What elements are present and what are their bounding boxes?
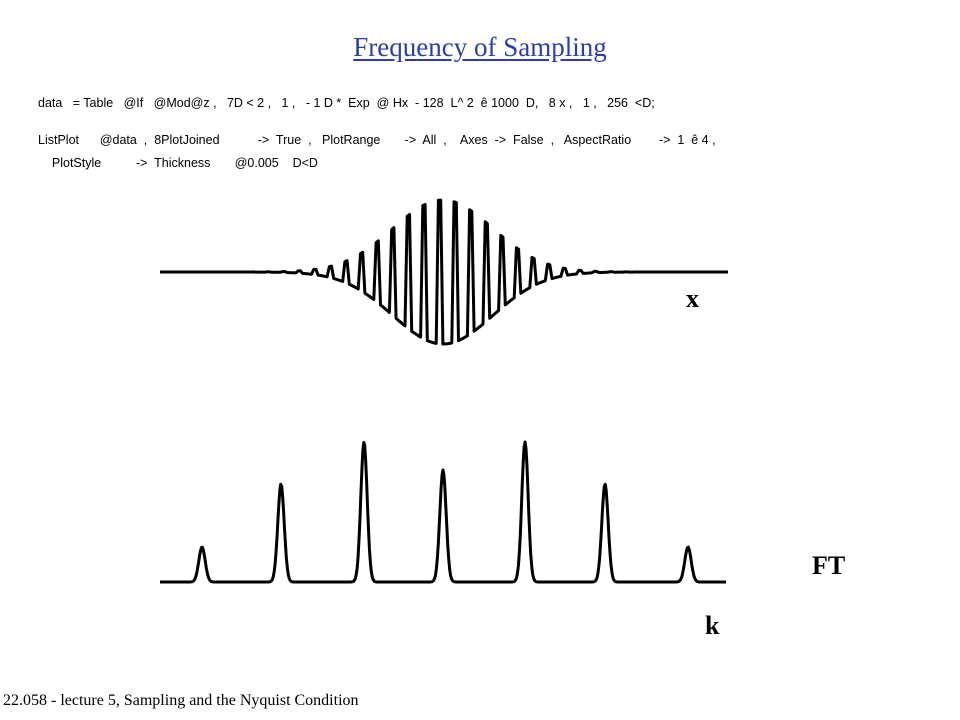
- code-line-listplot: ListPlot @data , 8PlotJoined -> True , P…: [38, 133, 716, 147]
- ft-plot-line: [159, 440, 727, 584]
- code-line-plotstyle: PlotStyle -> Thickness @0.005 D<D: [38, 156, 318, 170]
- bottom-plot-ft-label: FT: [812, 551, 846, 580]
- top-plot-x-label: x: [686, 284, 699, 313]
- signal-plot-line: [160, 198, 728, 346]
- code-line-data: data = Table @If @Mod@z , 7D < 2 , 1 , -…: [38, 96, 655, 110]
- slide-title: Frequency of Sampling: [353, 32, 607, 62]
- footer-text: 22.058 - lecture 5, Sampling and the Nyq…: [3, 692, 359, 709]
- bottom-plot-k-label: k: [705, 611, 720, 640]
